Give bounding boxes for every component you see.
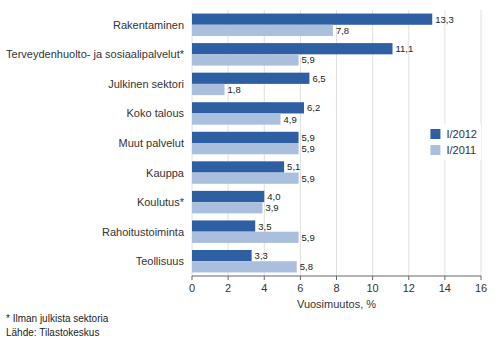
data-label: 5,8 <box>300 261 313 272</box>
bar <box>192 25 333 36</box>
data-label: 5,9 <box>302 143 315 154</box>
category-label: Rahoitustoiminta <box>102 226 185 238</box>
tick-label: 12 <box>403 282 415 294</box>
x-axis-label: Vuosimuutos, % <box>297 298 376 310</box>
bar <box>192 261 297 272</box>
data-label: 13,3 <box>435 14 454 25</box>
tick-label: 0 <box>189 282 195 294</box>
bar <box>192 43 392 54</box>
bars <box>192 14 432 273</box>
data-label: 1,8 <box>228 84 241 95</box>
data-label: 11,1 <box>395 43 413 54</box>
bar <box>192 202 262 213</box>
footnote: Lähde: Tilastokeskus <box>6 327 99 338</box>
bar <box>192 54 299 65</box>
tick-label: 10 <box>367 282 379 294</box>
bar <box>192 113 281 124</box>
category-label: Teollisuus <box>136 255 185 267</box>
data-label: 3,5 <box>258 221 271 232</box>
category-label: Kauppa <box>146 167 185 179</box>
category-label: Rakentaminen <box>113 19 184 31</box>
legend-label: I/2012 <box>446 128 477 140</box>
data-label: 4,0 <box>267 191 280 202</box>
data-label: 5,1 <box>287 161 300 172</box>
category-label: Koulutus* <box>137 196 185 208</box>
bar <box>192 14 432 25</box>
tick-label: 16 <box>475 282 487 294</box>
category-label: Terveydenhuolto- ja sosiaalipalvelut* <box>6 48 185 60</box>
tick-mark <box>336 276 337 280</box>
category-label: Muut palvelut <box>119 137 184 149</box>
tick-label: 2 <box>225 282 231 294</box>
bar <box>192 220 255 231</box>
bar <box>192 173 299 184</box>
tick-mark <box>228 276 229 280</box>
data-label: 3,9 <box>265 202 278 213</box>
category-label: Julkinen sektori <box>108 78 184 90</box>
tick-label: 14 <box>439 282 451 294</box>
bar <box>192 191 264 202</box>
data-label: 5,9 <box>302 232 315 243</box>
data-label: 6,5 <box>312 73 325 84</box>
data-label: 3,3 <box>255 250 268 261</box>
grid <box>192 10 481 276</box>
tick-mark <box>192 276 193 280</box>
data-labels: 13,311,16,56,25,95,14,03,53,37,85,91,84,… <box>228 14 454 273</box>
bar <box>192 132 299 143</box>
footnote: * Ilman julkista sektoria <box>6 313 109 324</box>
data-label: 7,8 <box>336 25 349 36</box>
bar <box>192 84 225 95</box>
tick-mark <box>444 276 445 280</box>
data-label: 6,2 <box>307 102 320 113</box>
legend-background <box>426 124 481 160</box>
chart: 024681012141613,311,16,56,25,95,14,03,53… <box>0 0 499 342</box>
legend-swatch <box>430 145 440 155</box>
tick-mark <box>408 276 409 280</box>
legend: I/2012 I/2011 <box>426 124 481 160</box>
tick-label: 4 <box>261 282 267 294</box>
bar <box>192 250 252 261</box>
bar <box>192 102 304 113</box>
tick-mark <box>300 276 301 280</box>
bar <box>192 232 299 243</box>
legend-swatch <box>430 129 440 139</box>
data-label: 5,9 <box>302 132 315 143</box>
data-label: 4,9 <box>284 114 297 125</box>
data-label: 5,9 <box>302 173 315 184</box>
category-label: Koko talous <box>127 107 185 119</box>
tick-mark <box>481 276 482 280</box>
bar <box>192 73 309 84</box>
legend-label: I/2011 <box>446 144 476 156</box>
bar <box>192 161 284 172</box>
tick-mark <box>372 276 373 280</box>
tick-mark <box>264 276 265 280</box>
data-label: 5,9 <box>302 54 315 65</box>
bar <box>192 143 299 154</box>
tick-label: 8 <box>333 282 339 294</box>
tick-label: 6 <box>297 282 303 294</box>
x-axis-line <box>192 276 481 277</box>
